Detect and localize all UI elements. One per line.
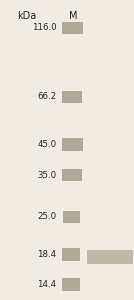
Bar [62,169,82,182]
Text: 25.0: 25.0 [37,212,56,221]
Bar [62,22,83,34]
Bar [62,138,83,151]
Bar [62,91,82,103]
Text: 18.4: 18.4 [37,250,56,259]
Bar [87,250,133,264]
Text: 14.4: 14.4 [37,280,56,289]
Text: M: M [69,11,78,22]
Text: kDa: kDa [17,11,36,22]
Text: 66.2: 66.2 [37,92,56,101]
Bar [62,248,80,261]
Bar [62,278,80,291]
Text: 35.0: 35.0 [37,171,56,180]
Text: 45.0: 45.0 [37,140,56,149]
Text: 116.0: 116.0 [32,23,56,32]
Bar [63,211,80,223]
